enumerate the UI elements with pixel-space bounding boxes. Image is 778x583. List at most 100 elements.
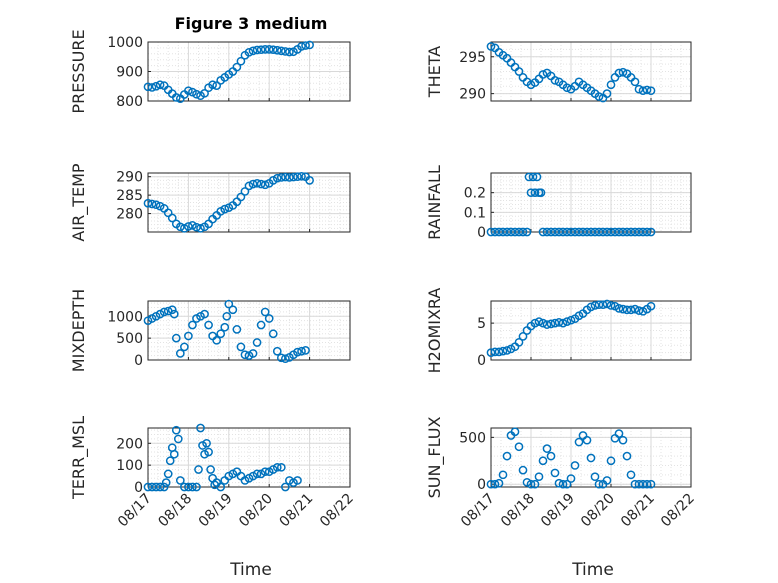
data-point	[518, 332, 528, 341]
data-point	[281, 354, 290, 364]
data-point	[646, 479, 656, 489]
data-point	[534, 472, 544, 482]
data-point	[622, 451, 632, 461]
data-point	[301, 41, 310, 50]
data-point	[486, 479, 496, 489]
data-point	[590, 227, 600, 237]
data-point	[642, 85, 652, 95]
data-point	[570, 461, 580, 470]
data-point	[175, 349, 185, 358]
data-point	[526, 188, 536, 198]
data-point	[602, 89, 612, 98]
data-point	[582, 227, 592, 237]
data-point	[542, 227, 552, 237]
data-point	[188, 482, 197, 492]
data-point	[200, 88, 209, 98]
data-point	[171, 93, 181, 102]
axes-frame	[147, 427, 351, 488]
data-point	[175, 476, 185, 485]
data-point	[550, 318, 560, 328]
data-point	[598, 300, 608, 310]
y-tick-label: 0	[477, 353, 486, 369]
data-point	[566, 474, 576, 483]
data-point	[550, 227, 560, 237]
data-point	[522, 227, 532, 237]
data-point	[486, 348, 496, 357]
data-point	[498, 470, 508, 480]
data-point	[550, 468, 560, 478]
data-point	[297, 346, 306, 356]
data-point	[486, 42, 496, 51]
data-point	[151, 200, 161, 210]
data-point	[532, 172, 542, 182]
y-axis-label: PRESSURE	[69, 29, 88, 113]
data-point	[614, 429, 624, 438]
data-point	[260, 45, 270, 54]
data-point	[590, 301, 600, 310]
data-point	[184, 331, 193, 341]
data-point	[188, 320, 197, 330]
data-point	[147, 83, 157, 92]
data-point	[155, 482, 165, 492]
data-point	[538, 70, 548, 79]
data-point	[188, 221, 197, 230]
data-point	[586, 302, 596, 312]
data-point	[220, 322, 230, 332]
data-point	[228, 305, 238, 315]
data-point	[506, 227, 516, 237]
data-point	[578, 227, 588, 237]
data-point	[622, 305, 632, 315]
data-point	[634, 84, 644, 94]
data-point	[151, 482, 161, 492]
data-point	[268, 45, 278, 55]
data-point	[244, 181, 254, 191]
data-point	[546, 227, 556, 237]
data-point	[224, 299, 234, 309]
data-point	[642, 227, 652, 237]
data-point	[582, 435, 592, 445]
data-point	[528, 172, 538, 182]
data-point	[618, 304, 628, 314]
axes-frame	[490, 427, 692, 488]
data-point	[171, 333, 181, 343]
data-point	[143, 198, 153, 208]
data-point	[200, 309, 209, 319]
data-point	[614, 227, 624, 237]
data-point	[272, 173, 282, 183]
data-point	[192, 89, 201, 99]
data-point	[542, 320, 552, 329]
data-point	[538, 227, 548, 237]
data-point	[626, 305, 636, 315]
data-point	[196, 223, 205, 233]
data-point	[272, 346, 282, 356]
data-point	[606, 301, 616, 310]
y-tick-label: 800	[116, 94, 143, 110]
x-axis-label: Time	[229, 560, 272, 580]
data-point	[536, 188, 546, 198]
data-point	[630, 227, 640, 237]
panel-4: 0 0.1 0.2 RAINFALL	[425, 165, 692, 241]
y-axis-label: AIR_TEMP	[69, 163, 89, 241]
data-point	[252, 338, 262, 347]
y-tick-label: 100	[116, 458, 143, 474]
data-point	[526, 479, 536, 489]
data-point	[486, 227, 496, 237]
y-tick-label: 500	[116, 331, 143, 347]
data-point	[204, 447, 213, 457]
data-point	[490, 227, 500, 237]
data-point	[634, 227, 644, 237]
y-axis-label: MIXDEPTH	[69, 289, 88, 372]
data-point	[518, 227, 528, 237]
data-point	[546, 319, 556, 329]
data-point	[614, 68, 624, 78]
data-point	[289, 172, 298, 182]
data-point	[216, 329, 226, 339]
data-point	[630, 479, 640, 489]
data-point	[196, 423, 205, 433]
data-point	[180, 482, 189, 492]
data-point	[244, 47, 254, 57]
data-point	[574, 437, 584, 447]
data-point	[522, 477, 532, 487]
y-tick-label: 0	[477, 225, 486, 241]
